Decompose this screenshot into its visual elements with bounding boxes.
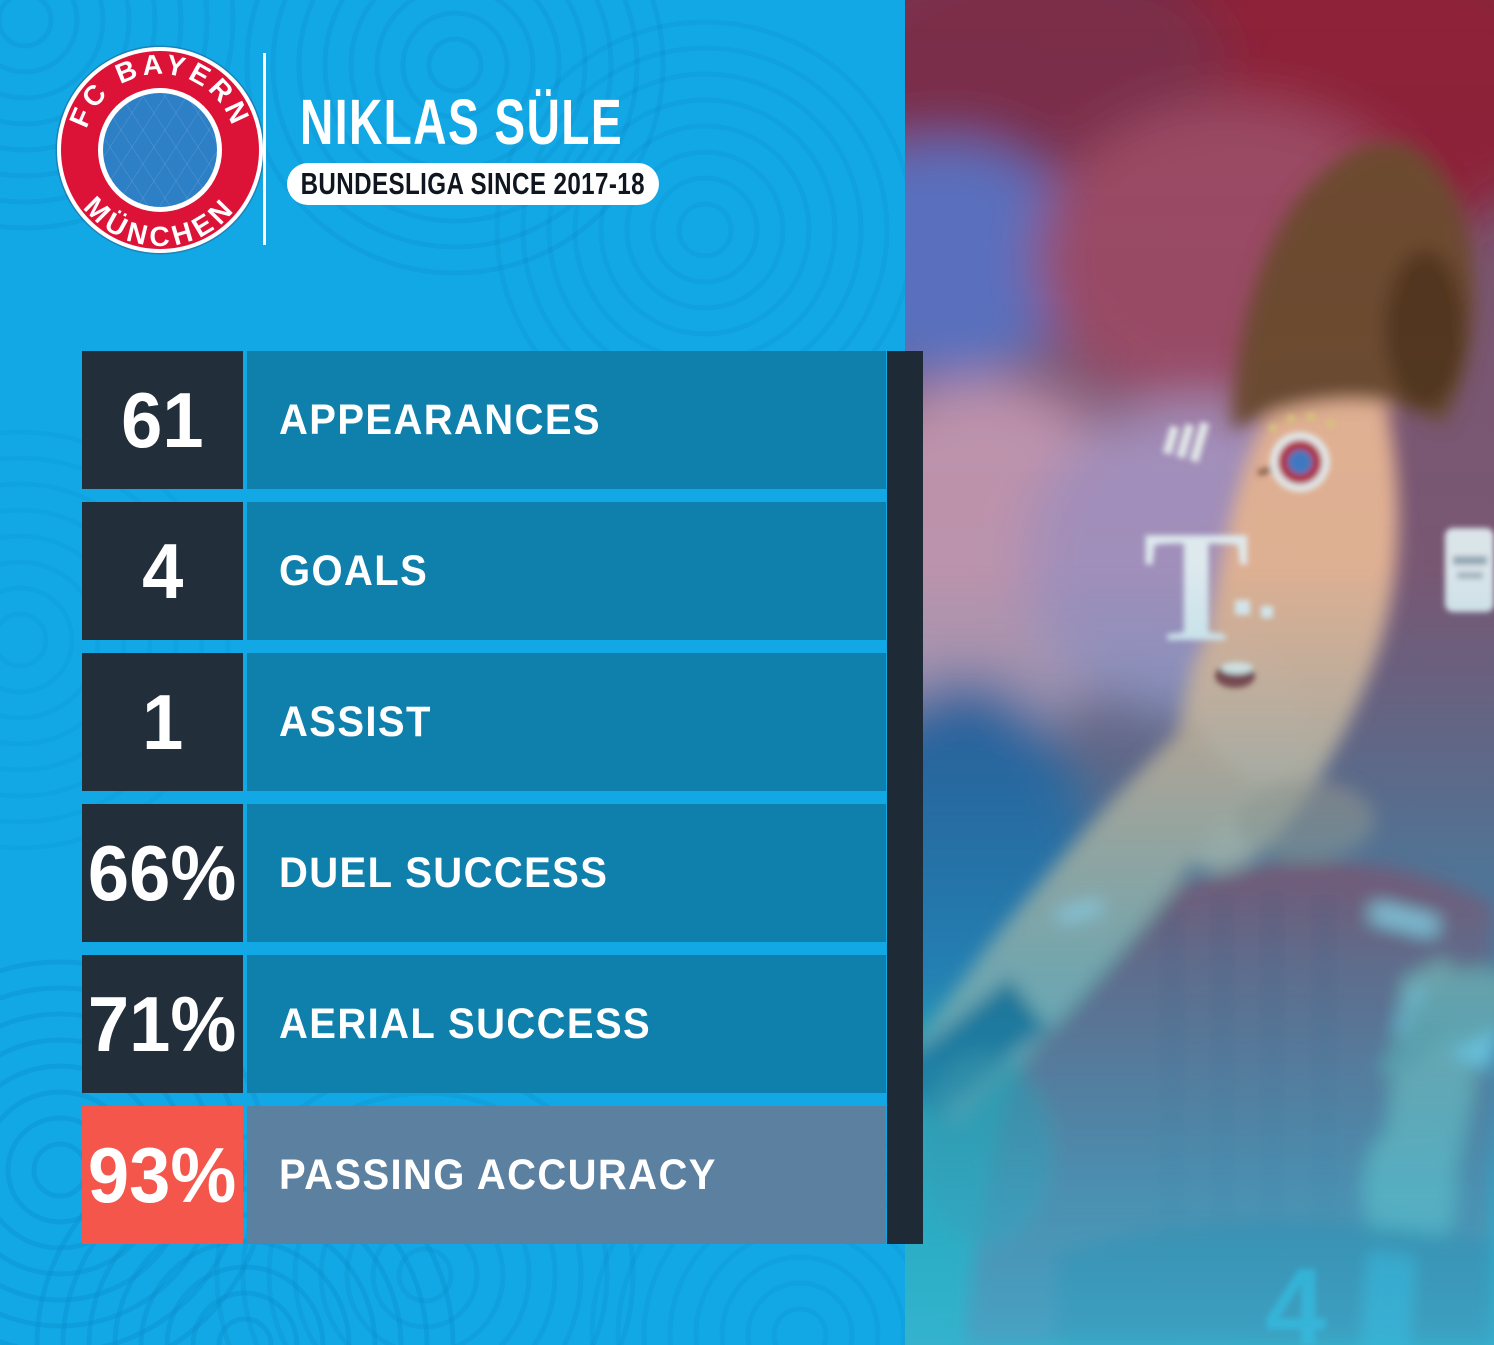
stat-row-appearances: 61 APPEARANCES <box>82 351 886 489</box>
stat-value-box: 4 <box>82 502 243 640</box>
stat-row-passing-accuracy: 93% PASSING ACCURACY <box>82 1106 886 1244</box>
stat-label: DUEL SUCCESS <box>279 848 609 897</box>
header-divider <box>263 53 266 245</box>
table-edge-strip <box>887 351 923 1244</box>
stat-row-assist: 1 ASSIST <box>82 653 886 791</box>
stat-value: 61 <box>121 376 204 464</box>
stat-bar: ASSIST <box>247 653 886 791</box>
stat-label: GOALS <box>279 546 429 595</box>
competition-badge-label: BUNDESLIGA SINCE 2017-18 <box>300 166 646 201</box>
stat-value-box: 66% <box>82 804 243 942</box>
stat-value: 71% <box>88 980 237 1068</box>
stat-value: 66% <box>88 829 237 917</box>
stat-label: PASSING ACCURACY <box>279 1150 717 1199</box>
stat-bar: APPEARANCES <box>247 351 886 489</box>
page-title: NIKLAS SÜLE <box>300 86 624 158</box>
stat-bar: PASSING ACCURACY <box>247 1106 886 1244</box>
stats-table: 61 APPEARANCES 4 GOALS 1 ASSIST 66% DUEL… <box>82 351 923 1244</box>
stat-value: 93% <box>88 1131 237 1219</box>
stat-bar: DUEL SUCCESS <box>247 804 886 942</box>
stat-value: 4 <box>141 527 184 615</box>
stat-value-box: 1 <box>82 653 243 791</box>
competition-badge: BUNDESLIGA SINCE 2017-18 <box>287 163 659 205</box>
stat-value-box: 93% <box>82 1106 243 1244</box>
stat-row-aerial-success: 71% AERIAL SUCCESS <box>82 955 886 1093</box>
stat-bar: GOALS <box>247 502 886 640</box>
stat-label: AERIAL SUCCESS <box>279 999 652 1048</box>
club-crest: FC BAYERN MÜNCHEN <box>55 45 265 255</box>
stat-row-goals: 4 GOALS <box>82 502 886 640</box>
stat-bar: AERIAL SUCCESS <box>247 955 886 1093</box>
stat-label: ASSIST <box>279 697 432 746</box>
stat-row-duel-success: 66% DUEL SUCCESS <box>82 804 886 942</box>
player-photo: T 4 <box>905 0 1494 1345</box>
stat-value-box: 71% <box>82 955 243 1093</box>
stat-value-box: 61 <box>82 351 243 489</box>
cyan-overlay <box>905 0 1494 1345</box>
stat-value: 1 <box>141 678 184 766</box>
stat-label: APPEARANCES <box>279 395 601 444</box>
